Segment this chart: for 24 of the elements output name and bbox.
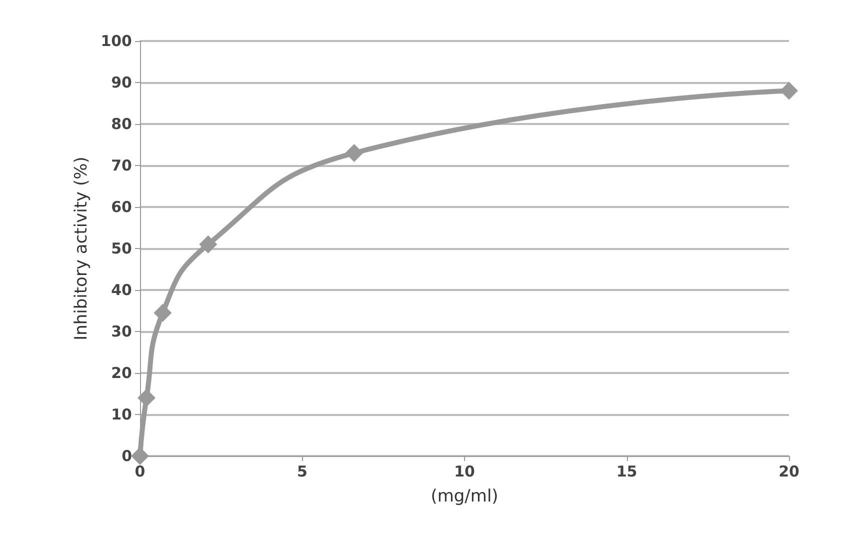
x-tick-label: 0 (134, 462, 146, 480)
point (137, 388, 156, 407)
point (199, 235, 218, 254)
y-tick-label: 90 (111, 74, 132, 92)
y-axis-title: Inhibitory activity (%) (71, 156, 92, 340)
y-tick-label: 30 (111, 322, 132, 340)
y-tick-label: 70 (111, 156, 132, 174)
x-axis-title: (mg/ml) (430, 486, 498, 506)
y-tick-label: 100 (100, 32, 132, 50)
point (345, 144, 364, 162)
y-tick-label: 10 (111, 406, 132, 424)
y-tick-label: 60 (111, 198, 132, 216)
y-tick-label: 50 (111, 240, 132, 258)
y-tick-label: 0 (122, 447, 132, 465)
point (154, 304, 172, 322)
x-tick-label: 15 (616, 462, 638, 480)
y-tick-label: 40 (111, 281, 132, 299)
x-tick-label: 10 (454, 462, 475, 480)
y-tick-label: 20 (111, 364, 132, 382)
point (780, 82, 798, 100)
x-tick-label: 20 (778, 462, 800, 480)
y-tick-label: 80 (111, 115, 132, 133)
x-tick-label: 5 (297, 462, 308, 480)
point (131, 447, 149, 465)
